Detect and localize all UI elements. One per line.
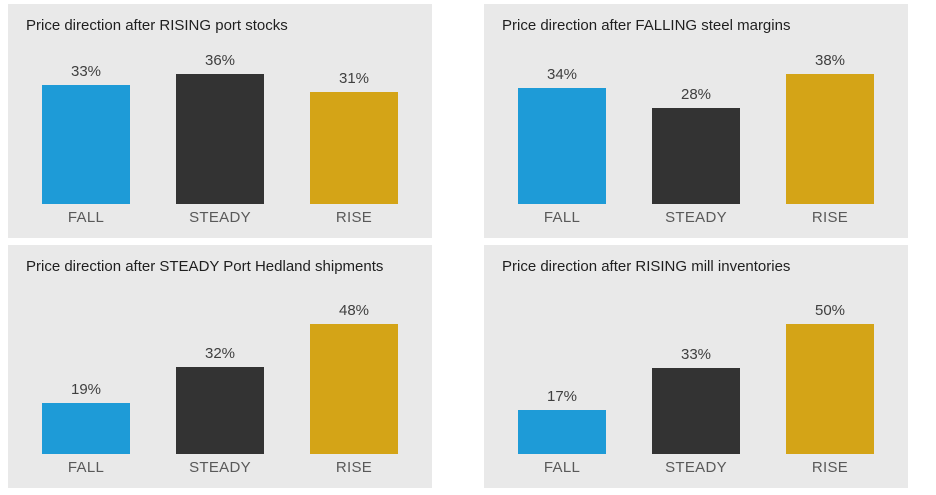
- bar-category-label: FALL: [543, 459, 581, 476]
- bar: [42, 403, 130, 454]
- bar-category-label: FALL: [543, 209, 581, 226]
- bar-group: 32% STEADY: [172, 345, 268, 476]
- bar-category-label: RISE: [811, 209, 849, 226]
- chart-title: Price direction after RISING mill invent…: [502, 258, 791, 275]
- chart-title: Price direction after RISING port stocks: [26, 17, 288, 34]
- bar-group: 38% RISE: [782, 52, 878, 226]
- bar-value-label: 33%: [70, 63, 102, 80]
- chart-panel-rising-mill-inventories: Price direction after RISING mill invent…: [484, 245, 908, 488]
- chart-panel-rising-port-stocks: Price direction after RISING port stocks…: [8, 4, 432, 238]
- bar: [310, 324, 398, 454]
- bar: [652, 368, 740, 454]
- chart-panel-steady-port-hedland: Price direction after STEADY Port Hedlan…: [8, 245, 432, 488]
- chart-title: Price direction after FALLING steel marg…: [502, 17, 791, 34]
- bar-category-label: FALL: [67, 209, 105, 226]
- bar: [518, 410, 606, 454]
- chart-plot: 17% FALL 33% STEADY 50% RISE: [500, 281, 892, 478]
- bar-value-label: 31%: [338, 70, 370, 87]
- chart-plot: 33% FALL 36% STEADY 31% RISE: [24, 40, 416, 228]
- chart-panel-falling-steel-margins: Price direction after FALLING steel marg…: [484, 4, 908, 238]
- bar-group: 36% STEADY: [172, 52, 268, 226]
- chart-plot: 34% FALL 28% STEADY 38% RISE: [500, 40, 892, 228]
- bar: [518, 88, 606, 204]
- bar-value-label: 34%: [546, 66, 578, 83]
- bar-group: 33% FALL: [38, 63, 134, 226]
- bar: [176, 367, 264, 454]
- bar-category-label: STEADY: [665, 459, 727, 476]
- bar-category-label: STEADY: [189, 209, 251, 226]
- bar-group: 33% STEADY: [648, 346, 744, 476]
- bar-category-label: STEADY: [665, 209, 727, 226]
- bar-value-label: 50%: [814, 302, 846, 319]
- bar-group: 28% STEADY: [648, 86, 744, 226]
- bar-category-label: RISE: [811, 459, 849, 476]
- bar: [310, 92, 398, 204]
- bar-category-label: FALL: [67, 459, 105, 476]
- bar-group: 19% FALL: [38, 381, 134, 476]
- bar-group: 31% RISE: [306, 70, 402, 226]
- bar-category-label: RISE: [335, 209, 373, 226]
- bar-value-label: 19%: [70, 381, 102, 398]
- bar-group: 34% FALL: [514, 66, 610, 226]
- chart-title: Price direction after STEADY Port Hedlan…: [26, 258, 384, 275]
- bar: [652, 108, 740, 204]
- bar-value-label: 36%: [204, 52, 236, 69]
- bar-value-label: 38%: [814, 52, 846, 69]
- bar: [786, 324, 874, 454]
- bar: [42, 85, 130, 204]
- bar: [786, 74, 874, 204]
- chart-plot: 19% FALL 32% STEADY 48% RISE: [24, 281, 416, 478]
- bar-group: 48% RISE: [306, 302, 402, 476]
- bar-category-label: STEADY: [189, 459, 251, 476]
- bar-value-label: 48%: [338, 302, 370, 319]
- bar-value-label: 17%: [546, 388, 578, 405]
- bar-value-label: 28%: [680, 86, 712, 103]
- bar-value-label: 33%: [680, 346, 712, 363]
- bar-value-label: 32%: [204, 345, 236, 362]
- bar: [176, 74, 264, 204]
- bar-group: 17% FALL: [514, 388, 610, 476]
- bar-group: 50% RISE: [782, 302, 878, 476]
- bar-category-label: RISE: [335, 459, 373, 476]
